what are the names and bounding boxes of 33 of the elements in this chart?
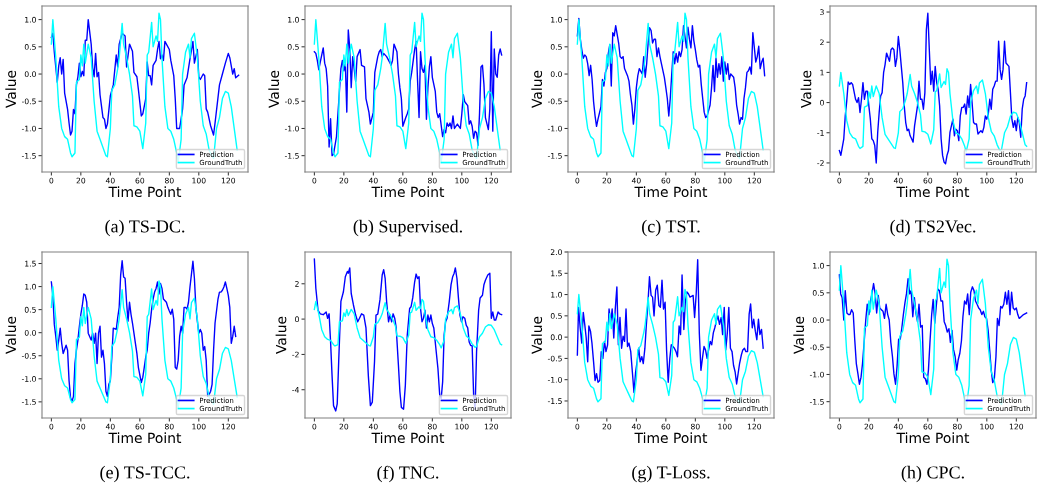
text: (g) T-Loss. — [632, 465, 710, 483]
y-axis-title: Value — [531, 316, 543, 354]
text: (b) Supervised. — [353, 219, 462, 237]
line-series — [50, 260, 237, 403]
text: (a) TS-DC. — [105, 219, 185, 237]
line-series — [50, 18, 240, 136]
line-series — [576, 17, 766, 127]
x-axis-title: Time Point — [896, 432, 970, 444]
y-axis-title: Value — [275, 316, 287, 354]
text: (c) TST. — [642, 219, 700, 237]
x-axis-title: Time Point — [108, 432, 182, 444]
text: (d) TS2Vec. — [890, 219, 976, 237]
line-series — [313, 29, 503, 157]
x-axis-title: Time Point — [371, 186, 445, 198]
y-axis-title: Value — [531, 70, 543, 108]
x-axis-title: Time Point — [634, 186, 708, 198]
y-axis-title: Value — [268, 70, 280, 108]
y-axis-title: Value — [5, 316, 17, 354]
line-series — [576, 258, 764, 394]
text: (f) TNC. — [377, 465, 439, 483]
y-axis-title: Value — [800, 70, 812, 108]
line-series — [838, 274, 1028, 385]
line-series — [838, 12, 1028, 165]
y-axis-title: Value — [5, 70, 17, 108]
text: (h) CPC. — [901, 465, 964, 483]
y-axis-title: Value — [793, 316, 805, 354]
line-series — [313, 258, 503, 412]
x-axis-title: Time Point — [634, 432, 708, 444]
line-series — [313, 298, 503, 349]
text: (e) TS-TCC. — [100, 465, 190, 483]
x-axis-title: Time Point — [108, 186, 182, 198]
x-axis-title: Time Point — [371, 432, 445, 444]
x-axis-title: Time Point — [896, 186, 970, 198]
